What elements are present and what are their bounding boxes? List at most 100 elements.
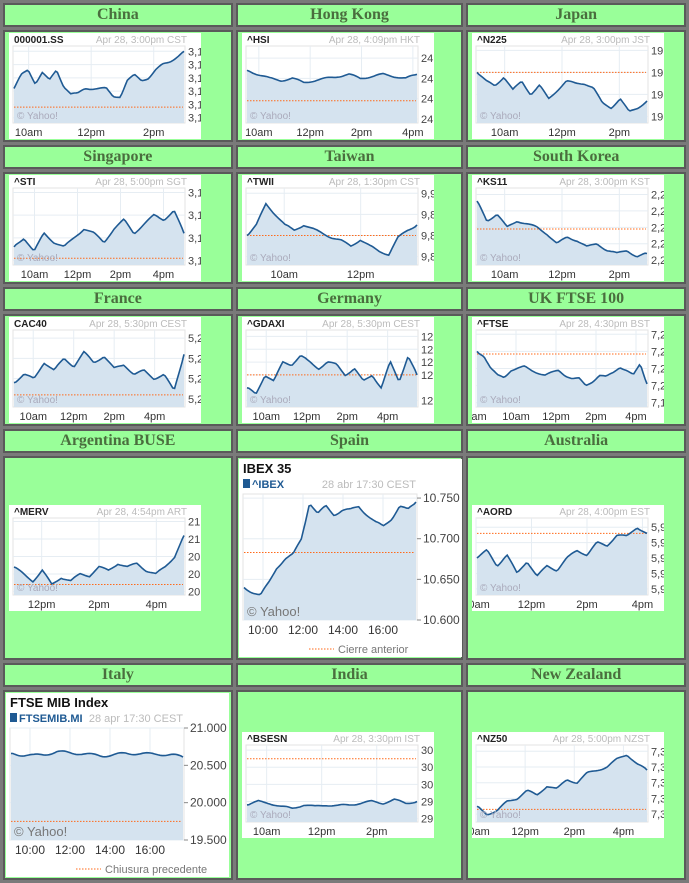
- y-tick-label: 20,950: [188, 552, 201, 564]
- chart-cell-italy: FTSE MIB Index FTSEMIB.MI 28 apr 17:30 CES…: [3, 690, 233, 880]
- series-line: [246, 202, 418, 257]
- y-tick-label: 19,150: [651, 111, 664, 123]
- chart-timestamp: 28 apr 17:30 CEST: [89, 713, 183, 725]
- x-tick-label: 10am: [472, 599, 490, 611]
- chart-symbol: 000001.SS: [14, 35, 64, 46]
- y-tick-label: 2,200: [651, 255, 664, 267]
- y-tick-label: 3,155: [188, 46, 201, 58]
- series-line: [246, 69, 417, 84]
- chart-cell-spain: IBEX 35 ^IBEX 28 abr 17:30 CEST Cierre ante…: [235, 456, 464, 660]
- region-header-japan: Japan: [466, 3, 686, 27]
- y-tick-label: 2,215: [651, 206, 664, 218]
- x-tick-label: 2pm: [88, 599, 109, 611]
- chart-cell-japan: ^N225 Apr 28, 3:00pm JST 10am 12pm 2pm 19,300…: [466, 30, 686, 142]
- y-tick-label: 7,360: [651, 793, 664, 805]
- chart-cell-argentina: ^MERV Apr 28, 4:54pm ART 12pm 2pm 4pm 21,050 2…: [3, 456, 233, 660]
- series-area: [477, 201, 648, 265]
- chart-argentina[interactable]: ^MERV Apr 28, 4:54pm ART 12pm 2pm 4pm 21,050 2…: [9, 505, 201, 611]
- chart-hong-kong[interactable]: ^HSI Apr 28, 4:09pm HKT 10am 12pm 2pm 4pm 24,7…: [241, 33, 434, 139]
- chart-india[interactable]: ^BSESN Apr 28, 3:30pm IST 10am 12pm 2pm 30,20…: [241, 732, 434, 838]
- chart-timestamp: Apr 28, 3:00pm KST: [560, 177, 651, 188]
- region-header-taiwan: Taiwan: [235, 145, 464, 169]
- x-tick-label: 12:00: [288, 623, 318, 637]
- y-tick-label: 2,220: [651, 190, 664, 202]
- y-tick-label: 5,280: [188, 353, 201, 365]
- x-tick-label: 12pm: [543, 411, 571, 423]
- y-tick-label: 7,240: [651, 346, 664, 358]
- chart-australia[interactable]: ^AORD Apr 28, 4:00pm EST 10am 12pm 2pm 4pm 5,9…: [472, 505, 665, 611]
- chart-italy[interactable]: FTSE MIB Index FTSEMIB.MI 28 apr 17:30 CES…: [6, 693, 229, 877]
- y-tick-label: 21,000: [188, 534, 201, 546]
- x-tick-label: 4pm: [377, 411, 398, 423]
- chart-symbol: ^IBEX: [252, 479, 285, 491]
- chart-france[interactable]: CAC40 Apr 28, 5:30pm CEST 10am 12pm 2pm 4pm 5,…: [9, 317, 201, 423]
- region-header-south-korea: South Korea: [466, 145, 686, 169]
- chart-uk[interactable]: ^FTSE Apr 28, 4:30pm BST 8am 10am 12pm 2pm 4pm…: [472, 317, 665, 423]
- chart-spain[interactable]: IBEX 35 ^IBEX 28 abr 17:30 CEST Cierre ante…: [238, 459, 462, 657]
- y-tick-label: 9,840: [421, 252, 434, 264]
- yahoo-watermark: © Yahoo!: [250, 253, 291, 264]
- chart-singapore[interactable]: ^STI Apr 28, 5:00pm SGT 10am 12pm 2pm 4pm 3,18…: [9, 175, 201, 281]
- y-tick-label: 5,950: [651, 522, 664, 534]
- chart-symbol: ^GDAXI: [247, 319, 285, 330]
- x-tick-label: 4pm: [402, 127, 423, 139]
- x-tick-label: 10:00: [248, 623, 278, 637]
- chart-cell-singapore: ^STI Apr 28, 5:00pm SGT 10am 12pm 2pm 4pm 3,18…: [3, 172, 233, 284]
- y-tick-label: 21.000: [190, 721, 227, 735]
- x-tick-label: 12pm: [308, 826, 336, 838]
- y-tick-label: 3,130: [188, 113, 201, 125]
- chart-south-korea[interactable]: ^KS11 Apr 28, 3:00pm KST 10am 12pm 2pm 2,220 2…: [472, 175, 665, 281]
- x-tick-label: 12:00: [55, 843, 85, 857]
- prev-close-legend: Cierre anterior: [338, 644, 409, 656]
- chart-cell-china: 000001.SS Apr 28, 3:00pm CST 10am 12pm 2pm 3,…: [3, 30, 233, 142]
- x-tick-label: 2pm: [577, 599, 598, 611]
- series-line: [246, 798, 418, 810]
- series-area: [477, 755, 648, 822]
- y-tick-label: 29,900: [421, 796, 434, 808]
- x-tick-label: 4pm: [632, 599, 653, 611]
- y-tick-label: 19.500: [190, 833, 227, 847]
- yahoo-watermark: © Yahoo!: [17, 583, 58, 594]
- series-line: [13, 535, 185, 586]
- y-tick-label: 5,910: [651, 584, 664, 596]
- x-tick-label: 2pm: [366, 826, 387, 838]
- y-tick-label: 7,200: [651, 381, 664, 393]
- x-tick-label: 12pm: [347, 269, 375, 281]
- x-tick-label: 2pm: [609, 127, 630, 139]
- series-line: [243, 501, 417, 596]
- region-header-china: China: [3, 3, 233, 27]
- series-swatch: [242, 479, 250, 488]
- region-header-hong-kong: Hong Kong: [235, 3, 464, 27]
- y-tick-label: 12,420: [421, 396, 434, 408]
- series-line: [476, 71, 648, 112]
- x-tick-label: 14:00: [95, 843, 125, 857]
- chart-china[interactable]: 000001.SS Apr 28, 3:00pm CST 10am 12pm 2pm 3,…: [9, 33, 201, 139]
- y-tick-label: 30,200: [421, 745, 434, 757]
- x-tick-label: 4pm: [626, 411, 647, 423]
- chart-symbol: ^N225: [477, 35, 507, 46]
- chart-symbol: ^MERV: [14, 507, 49, 518]
- y-tick-label: 7,220: [651, 364, 664, 376]
- yahoo-watermark: © Yahoo!: [480, 810, 521, 821]
- chart-cell-hong-kong: ^HSI Apr 28, 4:09pm HKT 10am 12pm 2pm 4pm 24,7…: [235, 30, 464, 142]
- chart-taiwan[interactable]: ^TWII Apr 28, 1:30pm CST 10am 12pm 9,900 9,88…: [241, 175, 434, 281]
- x-tick-label: 10am: [252, 411, 280, 423]
- x-tick-label: 10am: [245, 127, 273, 139]
- x-tick-label: 10am: [491, 269, 519, 281]
- chart-cell-australia: ^AORD Apr 28, 4:00pm EST 10am 12pm 2pm 4pm 5,9…: [466, 456, 686, 660]
- chart-germany[interactable]: ^GDAXI Apr 28, 5:30pm CEST 10am 12pm 2pm 4pm 1…: [241, 317, 434, 423]
- y-tick-label: 3,140: [188, 86, 201, 98]
- y-tick-label: 29,800: [421, 814, 434, 826]
- chart-timestamp: Apr 28, 4:30pm BST: [560, 319, 651, 330]
- series-line: [13, 350, 185, 390]
- x-tick-label: 4pm: [146, 599, 167, 611]
- chart-japan[interactable]: ^N225 Apr 28, 3:00pm JST 10am 12pm 2pm 19,300…: [472, 33, 665, 139]
- y-tick-label: 3,135: [188, 99, 201, 111]
- series-line: [13, 50, 185, 99]
- y-tick-label: 19,200: [651, 89, 664, 101]
- series-line: [246, 355, 418, 394]
- x-tick-label: 12pm: [293, 411, 321, 423]
- chart-new-zealand[interactable]: ^NZ50 Apr 28, 5:00pm NZST 10am 12pm 2pm 4pm 7,…: [472, 732, 665, 838]
- chart-cell-uk: ^FTSE Apr 28, 4:30pm BST 8am 10am 12pm 2pm 4pm…: [466, 314, 686, 426]
